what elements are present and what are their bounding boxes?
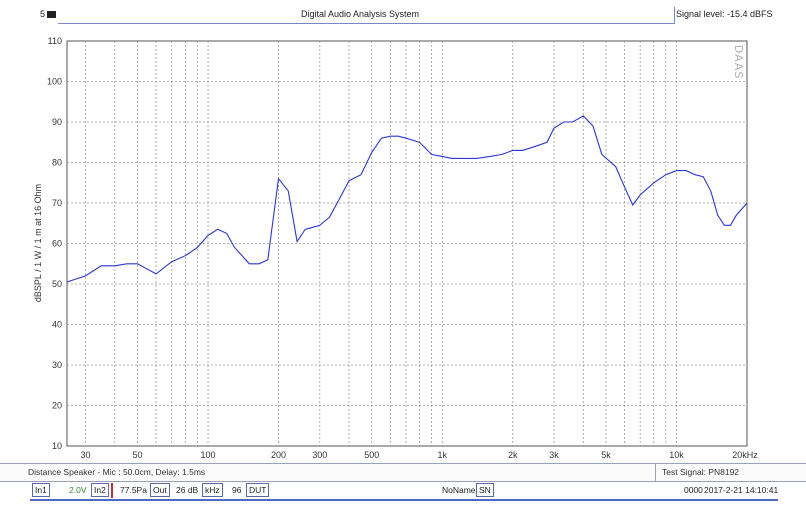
serial-number-button[interactable]: SN [476, 483, 494, 497]
title-bar: 5 Digital Audio Analysis System Signal l… [0, 0, 806, 27]
khz-button[interactable]: kHz [202, 483, 223, 497]
pressure-readout: 77.5Pa [120, 485, 147, 495]
x-tick-label: 30 [81, 450, 91, 460]
x-tick-label: 200 [271, 450, 286, 460]
x-tick-label: 500 [364, 450, 379, 460]
window-title: Digital Audio Analysis System [300, 9, 420, 19]
frequency-response-chart: 30 50 100 200 300 500 1k 2k 3k 5k 10k 20kHz 10 20 30 40… [33, 36, 758, 460]
grid [67, 41, 747, 446]
y-tick-label: 80 [52, 158, 62, 168]
output-button[interactable]: Out [150, 483, 170, 497]
x-tick-label: 10k [669, 450, 684, 460]
y-tick-label: 10 [52, 441, 62, 451]
x-tick-label: 50 [133, 450, 143, 460]
level-indicator [111, 483, 113, 498]
distance-delay-text: Distance Speaker - Mic : 50.0cm, Delay: … [28, 467, 206, 477]
y-tick-label: 90 [52, 117, 62, 127]
input1-button[interactable]: In1 [32, 483, 50, 497]
sample-rate-readout: 96 [232, 485, 242, 495]
accent-line [30, 499, 778, 501]
status-bar-info: Distance Speaker - Mic : 50.0cm, Delay: … [0, 463, 806, 482]
dut-button[interactable]: DUT [246, 483, 270, 497]
title-frame [58, 7, 675, 24]
y-tick-label: 30 [52, 360, 62, 370]
status-divider [655, 464, 656, 481]
x-tick-label: 100 [201, 450, 216, 460]
x-tick-label: 1k [437, 450, 447, 460]
y-tick-label: 40 [52, 320, 62, 330]
axis-labels: 30 50 100 200 300 500 1k 2k 3k 5k 10k 20kHz 10 20 30 40… [47, 36, 758, 460]
control-menu[interactable]: 5 [40, 9, 58, 21]
dut-name-readout: NoName [442, 485, 476, 495]
test-signal-text: Test Signal: PN8192 [662, 467, 740, 477]
datetime-readout: 2017-2-21 14:10:41 [704, 485, 779, 495]
code-readout: 0000 [684, 485, 703, 495]
signal-level-readout: Signal level: -15.4 dBFS [676, 9, 773, 19]
control-label: 5 [40, 9, 46, 19]
y-tick-label: 70 [52, 198, 62, 208]
response-curve [66, 115, 748, 283]
input2-button[interactable]: In2 [91, 483, 109, 497]
y-tick-label: 100 [47, 77, 62, 87]
daas-watermark: DAAS [732, 45, 745, 80]
control-icon [47, 11, 56, 18]
y-tick-label: 60 [52, 239, 62, 249]
y-tick-label: 20 [52, 401, 62, 411]
status-bar-controls: In1 2.0V In2 77.5Pa Out 26 dB kHz 96 DUT… [0, 482, 806, 499]
x-tick-label: 300 [312, 450, 327, 460]
y-axis-label: dBSPL / 1 W / 1 m at 16 Ohm [33, 184, 43, 302]
x-tick-label: 20kHz [732, 450, 758, 460]
y-tick-label: 110 [48, 36, 62, 46]
y-tick-label: 50 [52, 279, 62, 289]
x-tick-label: 5k [601, 450, 611, 460]
x-tick-label: 2k [508, 450, 518, 460]
voltage-readout: 2.0V [69, 485, 87, 495]
gain-readout: 26 dB [176, 485, 199, 495]
x-tick-label: 3k [549, 450, 559, 460]
